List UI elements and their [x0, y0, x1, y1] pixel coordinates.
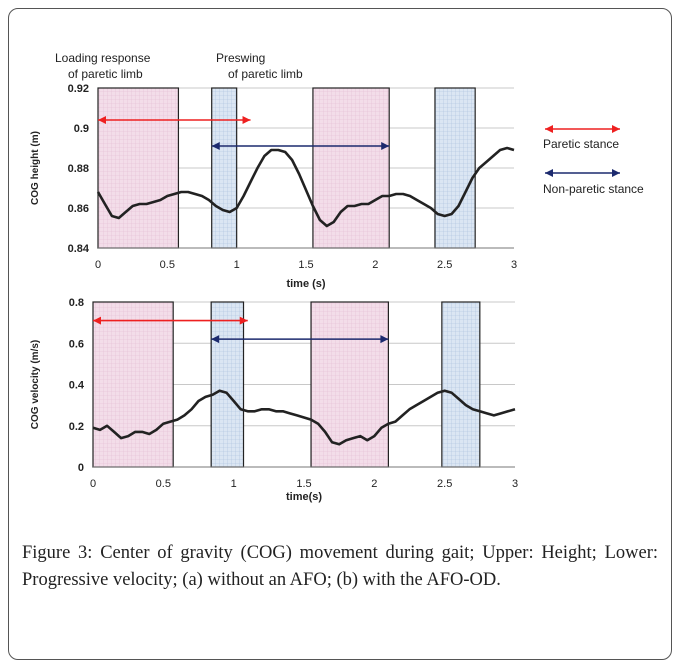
velocity-xtick-label-3: 1.5	[296, 478, 311, 490]
annotation-loading-line2: of paretic limb	[68, 67, 143, 81]
velocity-ytick-label-0: 0	[78, 462, 84, 474]
height-paretic-region-2	[312, 87, 390, 249]
height-ytick-label-1: 0.86	[68, 203, 89, 215]
height-paretic-arrow-left-head-0	[98, 116, 106, 124]
height-xtick-label-5: 2.5	[437, 259, 452, 271]
velocity-xtick-label-6: 3	[512, 478, 518, 490]
height-xtick-label-4: 2	[372, 259, 378, 271]
height-nonparetic-region-3	[434, 87, 476, 249]
legend-paretic-arrow-left-head	[545, 125, 553, 133]
legend-nonparetic-arrow-right-head	[612, 169, 620, 177]
height-xtick-label-1: 0.5	[160, 259, 175, 271]
chart-cog-velocity: 0 0.2 0.4 0.6 0.8 0 0.5 1 1.5 2 2.5 3 time(s) COG vel…	[30, 297, 518, 503]
velocity-y-axis-label: COG velocity (m/s)	[30, 340, 41, 429]
velocity-paretic-region-0	[92, 301, 174, 468]
velocity-paretic-arrow-right-head-0	[239, 316, 248, 325]
legend-nonparetic-label: Non-paretic stance	[543, 182, 644, 196]
annotation-preswing-line2: of paretic limb	[228, 67, 303, 81]
height-ytick-label-2: 0.88	[68, 163, 89, 175]
velocity-ytick-label-1: 0.2	[69, 421, 84, 433]
velocity-paretic-region-2	[310, 301, 389, 468]
velocity-xtick-label-1: 0.5	[156, 478, 171, 490]
height-nonparetic-arrow-left-head-1	[211, 142, 220, 150]
velocity-paretic-arrow-left-head-0	[93, 316, 101, 325]
height-ytick-label-0: 0.84	[68, 243, 90, 255]
legend-nonparetic-arrow-left-head	[545, 169, 553, 177]
velocity-nonparetic-arrow-left-head-1	[211, 335, 220, 344]
velocity-ytick-label-2: 0.4	[69, 380, 85, 392]
velocity-series-line	[92, 389, 516, 446]
figure-caption: Figure 3: Center of gravity (COG) moveme…	[22, 543, 658, 590]
velocity-xtick-label-4: 2	[371, 478, 377, 490]
chart-cog-height: 0.84 0.86 0.88 0.9 0.92 0 0.5 1 1.5 2 2.5 3 time (s)…	[30, 83, 517, 290]
height-paretic-region-0	[97, 87, 180, 249]
height-ytick-label-3: 0.9	[74, 123, 89, 135]
velocity-ytick-label-4: 0.8	[69, 297, 84, 309]
height-y-axis-label: COG height (m)	[30, 131, 41, 205]
height-xtick-label-3: 1.5	[298, 259, 313, 271]
velocity-nonparetic-region-1	[210, 301, 245, 468]
annotation-loading-line1: Loading response	[55, 51, 151, 65]
height-xtick-label-2: 1	[234, 259, 240, 271]
velocity-nonparetic-region-3	[441, 301, 481, 468]
velocity-x-axis-label: time(s)	[286, 491, 322, 503]
height-series-line	[96, 146, 515, 228]
height-x-axis-label: time (s)	[286, 278, 325, 290]
velocity-xtick-label-0: 0	[90, 478, 96, 490]
velocity-ytick-label-3: 0.6	[69, 338, 84, 350]
height-nonparetic-arrow-right-head-1	[381, 142, 390, 150]
legend: Paretic stance Non-paretic stance	[543, 125, 644, 196]
velocity-xtick-label-2: 1	[231, 478, 237, 490]
height-ytick-label-4: 0.92	[68, 83, 89, 95]
annotation-preswing-line1: Preswing	[216, 51, 265, 65]
legend-paretic-label: Paretic stance	[543, 137, 619, 151]
height-paretic-arrow-right-head-0	[242, 116, 251, 124]
height-xtick-label-6: 3	[511, 259, 517, 271]
velocity-nonparetic-arrow-right-head-1	[380, 335, 389, 344]
height-xtick-label-0: 0	[95, 259, 101, 271]
legend-paretic-arrow-right-head	[612, 125, 620, 133]
velocity-xtick-label-5: 2.5	[437, 478, 452, 490]
height-nonparetic-region-1	[211, 87, 238, 249]
